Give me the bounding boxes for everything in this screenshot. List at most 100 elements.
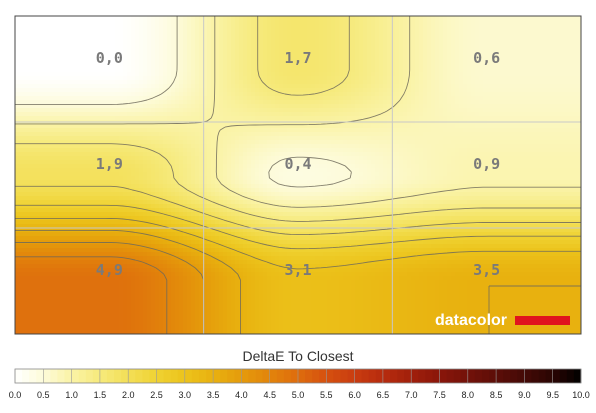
heat-pixel [251, 20, 256, 25]
heat-pixel [491, 96, 496, 101]
heat-pixel [335, 152, 340, 157]
heat-pixel [511, 144, 516, 149]
heat-pixel [87, 56, 92, 61]
heat-pixel [335, 84, 340, 89]
heat-pixel [275, 84, 280, 89]
heat-pixel [391, 40, 396, 45]
heat-pixel [511, 88, 516, 93]
heat-pixel [579, 112, 581, 117]
heat-pixel [443, 108, 448, 113]
heat-pixel [187, 152, 192, 157]
heat-pixel [327, 136, 332, 141]
heat-pixel [243, 132, 248, 137]
heat-pixel [371, 44, 376, 49]
heat-pixel [231, 28, 236, 33]
heat-pixel [367, 132, 372, 137]
heat-pixel [571, 20, 576, 25]
heat-pixel [219, 144, 224, 149]
heat-pixel [471, 16, 476, 21]
heat-pixel [311, 116, 316, 121]
heat-pixel [423, 52, 428, 57]
heat-pixel [551, 52, 556, 57]
heat-pixel [351, 64, 356, 69]
heat-pixel [463, 92, 468, 97]
heat-pixel [131, 84, 136, 89]
heat-pixel [39, 144, 44, 149]
heat-pixel [155, 112, 160, 117]
heat-pixel [431, 16, 436, 21]
heat-pixel [179, 104, 184, 109]
heat-pixel [471, 88, 476, 93]
heat-pixel [559, 48, 564, 53]
heat-pixel [535, 84, 540, 89]
heat-pixel [79, 128, 84, 133]
heat-pixel [459, 152, 464, 157]
heat-pixel [403, 48, 408, 53]
heat-pixel [39, 156, 44, 161]
heat-pixel [563, 100, 568, 105]
heat-pixel [19, 76, 24, 81]
heat-pixel [243, 88, 248, 93]
heat-pixel [519, 52, 524, 57]
heat-pixel [367, 104, 372, 109]
heat-pixel [103, 80, 108, 85]
heat-pixel [431, 60, 436, 65]
heat-pixel [107, 36, 112, 41]
heat-pixel [219, 136, 224, 141]
heat-pixel [35, 20, 40, 25]
heat-pixel [351, 68, 356, 73]
heat-pixel [383, 144, 388, 149]
heat-pixel [83, 52, 88, 57]
heat-pixel [267, 36, 272, 41]
heat-pixel [471, 104, 476, 109]
heat-pixel [343, 116, 348, 121]
heat-pixel [339, 84, 344, 89]
heat-pixel [515, 16, 520, 21]
heat-pixel [315, 28, 320, 33]
heat-pixel [503, 128, 508, 133]
heat-pixel [535, 96, 540, 101]
heat-pixel [387, 48, 392, 53]
heat-pixel [227, 144, 232, 149]
heat-pixel [239, 16, 244, 21]
heat-pixel [291, 44, 296, 49]
heat-pixel [327, 100, 332, 105]
heat-pixel [155, 72, 160, 77]
heat-pixel [231, 16, 236, 21]
heat-pixel [131, 72, 136, 77]
heat-pixel [223, 28, 228, 33]
heat-pixel [51, 108, 56, 113]
heat-pixel [227, 64, 232, 69]
heat-pixel [339, 32, 344, 37]
heat-pixel [435, 96, 440, 101]
heat-pixel [135, 152, 140, 157]
heat-pixel [251, 60, 256, 65]
heat-pixel [423, 48, 428, 53]
heat-pixel [79, 32, 84, 37]
heat-pixel [339, 72, 344, 77]
heat-pixel [567, 124, 572, 129]
heat-pixel [479, 40, 484, 45]
heat-pixel [251, 16, 256, 21]
heat-pixel [251, 96, 256, 101]
heat-pixel [395, 92, 400, 97]
heat-pixel [563, 52, 568, 57]
heat-pixel [59, 16, 64, 21]
heat-pixel [79, 28, 84, 33]
heat-pixel [571, 148, 576, 153]
heat-pixel [539, 152, 544, 157]
heat-pixel [275, 128, 280, 133]
heat-pixel [543, 140, 548, 145]
heat-pixel [143, 56, 148, 61]
heat-pixel [47, 112, 52, 117]
heat-pixel [547, 108, 552, 113]
heat-pixel [435, 40, 440, 45]
heat-pixel [499, 84, 504, 89]
heat-pixel [267, 96, 272, 101]
heat-pixel [531, 48, 536, 53]
heat-pixel [103, 72, 108, 77]
heat-pixel [339, 76, 344, 81]
heat-pixel [439, 112, 444, 117]
heat-pixel [291, 108, 296, 113]
heat-pixel [431, 28, 436, 33]
